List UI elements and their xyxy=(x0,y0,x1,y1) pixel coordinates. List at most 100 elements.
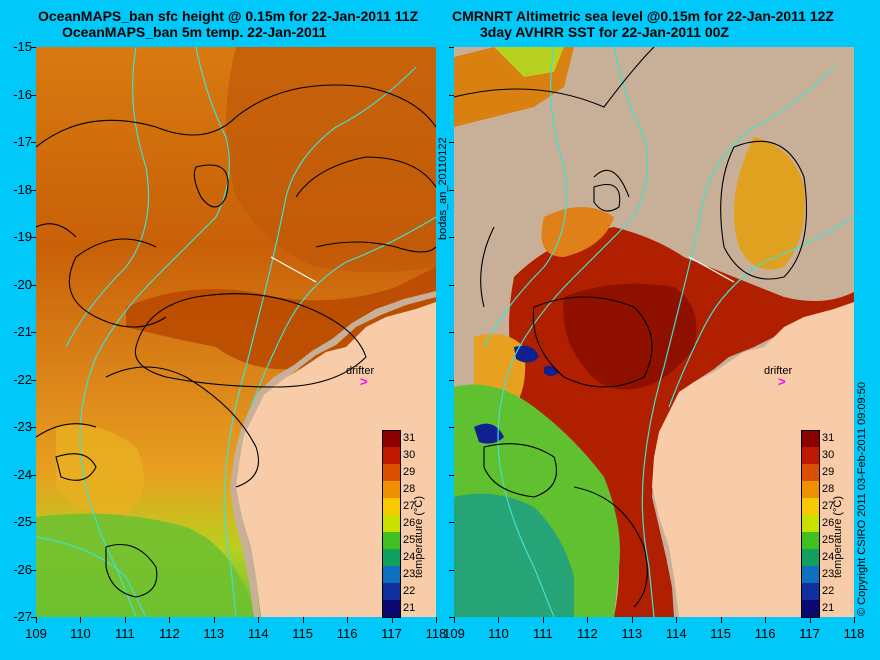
x-tick-label: 112 xyxy=(576,626,598,641)
x-tick-mark xyxy=(258,617,260,623)
x-tick-mark xyxy=(587,617,589,623)
right-section-line xyxy=(688,256,735,283)
colorbar-tick-label: 23 xyxy=(403,568,416,580)
left-cool-patch xyxy=(56,424,144,517)
y-tick-label: -16 xyxy=(13,86,32,102)
x-tick-label: 115 xyxy=(710,626,732,641)
y-tick-mark xyxy=(449,569,454,571)
colorbar-segment xyxy=(382,532,400,549)
x-tick-label: 109 xyxy=(25,626,47,641)
right-map-svg xyxy=(454,47,854,617)
right-cool-blue xyxy=(454,493,574,617)
y-tick-mark xyxy=(31,617,36,618)
y-tick-label: -17 xyxy=(13,134,32,149)
x-tick-label: 113 xyxy=(621,626,643,641)
x-tick-label: 114 xyxy=(247,626,269,641)
y-tick-mark xyxy=(449,47,454,48)
colorbar-segment xyxy=(382,566,400,583)
colorbar-tick-label: 22 xyxy=(403,585,416,597)
right-drifter-label: drifter xyxy=(764,365,793,377)
x-tick-mark xyxy=(720,617,722,623)
colorbar-tick-label: 25 xyxy=(403,534,416,546)
colorbar-tick-label: 25 xyxy=(822,534,835,546)
x-tick-label: 112 xyxy=(158,626,180,641)
y-tick-label: -20 xyxy=(13,276,32,292)
y-tick-label: -18 xyxy=(13,181,32,197)
x-tick-label: 116 xyxy=(336,626,358,641)
y-tick-label: -19 xyxy=(13,229,32,244)
copyright-label: © Copyright CSIRO 2011 03-Feb-2011 09:09… xyxy=(856,382,868,616)
y-tick-label: -22 xyxy=(13,371,32,387)
colorbar-frame xyxy=(382,430,401,618)
x-tick-mark xyxy=(542,617,544,623)
x-tick-mark xyxy=(391,617,393,623)
right-warm-fringe xyxy=(541,207,614,257)
y-tick-mark xyxy=(449,189,454,191)
left-section-line xyxy=(270,256,317,283)
x-tick-label: 117 xyxy=(799,626,820,641)
y-tick-mark xyxy=(31,569,36,571)
y-tick-mark xyxy=(31,284,36,286)
colorbar-segment xyxy=(382,464,400,481)
y-tick-mark xyxy=(449,332,454,333)
y-tick-mark xyxy=(449,522,454,523)
colorbar-tick-label: 31 xyxy=(822,432,835,444)
colorbar-frame xyxy=(801,430,820,618)
y-tick-mark xyxy=(449,94,454,96)
x-tick-label: 118 xyxy=(425,626,447,641)
y-tick-mark xyxy=(449,474,454,476)
y-tick-mark xyxy=(449,284,454,286)
left-title-line2: OceanMAPS_ban 5m temp. 22-Jan-2011 xyxy=(62,24,327,40)
colorbar-tick-label: 29 xyxy=(822,466,835,478)
x-tick-mark xyxy=(80,617,82,623)
y-tick-mark xyxy=(449,617,454,618)
x-tick-label: 114 xyxy=(665,626,687,641)
colorbar-segment xyxy=(382,447,400,464)
y-tick-mark xyxy=(31,237,36,238)
left-coast-fringe xyxy=(230,291,436,617)
right-north-green xyxy=(494,47,564,77)
colorbar-tick-label: 29 xyxy=(403,466,416,478)
y-tick-label: -23 xyxy=(13,419,32,434)
run-id-label: bodas_an_20110122 xyxy=(437,137,449,240)
colorbar-tick-label: 27 xyxy=(822,500,835,512)
y-tick-label: -24 xyxy=(13,466,32,482)
right-blue-spots xyxy=(474,345,559,444)
x-tick-label: 110 xyxy=(488,626,509,641)
colorbar-segment xyxy=(801,600,819,617)
x-tick-mark xyxy=(169,617,171,623)
colorbar-tick-label: 31 xyxy=(403,432,416,444)
y-tick-mark xyxy=(31,47,36,48)
colorbar-tick-label: 27 xyxy=(403,500,416,512)
x-tick-mark xyxy=(454,617,455,623)
colorbar-segment xyxy=(801,464,819,481)
y-tick-mark xyxy=(31,332,36,333)
right-title-line2: 3day AVHRR SST for 22-Jan-2011 00Z xyxy=(480,24,729,40)
colorbar-tick-label: 28 xyxy=(822,483,835,495)
left-contour-lines xyxy=(36,84,436,598)
colorbar-tick-label: 26 xyxy=(822,517,835,529)
x-tick-label: 115 xyxy=(292,626,314,641)
colorbar-segment xyxy=(382,481,400,498)
right-drifter-marker: > xyxy=(778,374,786,389)
x-tick-mark xyxy=(213,617,215,623)
right-warm-core xyxy=(563,283,697,390)
colorbar-segment xyxy=(382,498,400,515)
y-tick-label: -27 xyxy=(13,609,32,624)
y-tick-mark xyxy=(31,522,36,523)
colorbar-segment xyxy=(382,515,400,532)
y-tick-mark xyxy=(449,379,454,381)
y-tick-label: -15 xyxy=(13,39,32,54)
colorbar-tick-label: 30 xyxy=(403,449,416,461)
y-tick-mark xyxy=(31,427,36,428)
y-tick-mark xyxy=(31,142,36,143)
colorbar-tick-label: 26 xyxy=(403,517,416,529)
left-bathymetry-lines xyxy=(36,47,436,617)
colorbar-tick-label: 23 xyxy=(822,568,835,580)
x-tick-label: 109 xyxy=(443,626,465,641)
x-tick-mark xyxy=(36,617,37,623)
colorbar-segment xyxy=(801,430,819,447)
x-tick-mark xyxy=(676,617,678,623)
colorbar-segment xyxy=(382,583,400,600)
x-tick-mark xyxy=(498,617,500,623)
